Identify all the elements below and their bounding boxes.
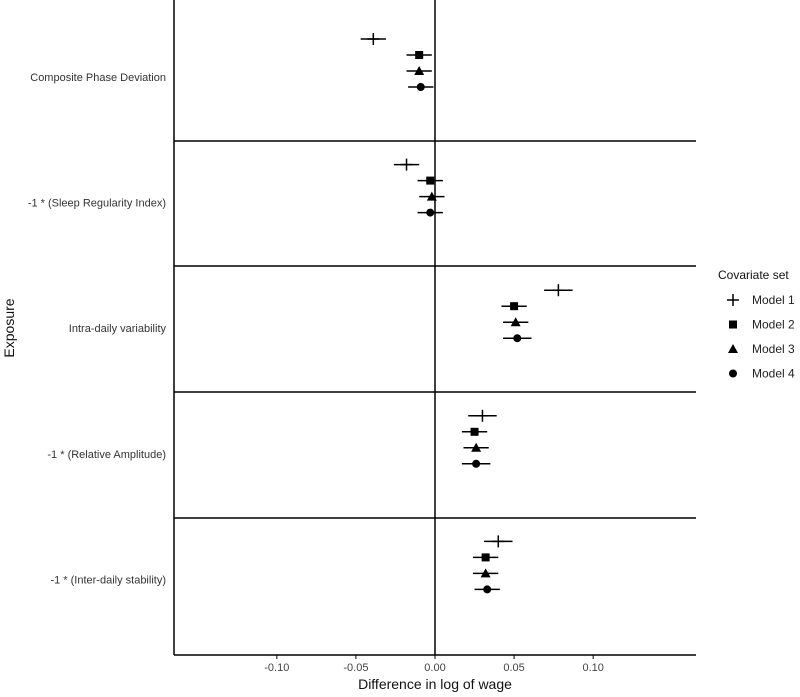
estimate-point — [474, 585, 500, 594]
series-model-1 — [360, 33, 573, 548]
point-marker — [415, 51, 424, 59]
point-marker — [472, 459, 481, 468]
estimate-point — [503, 334, 532, 343]
estimate-point — [360, 33, 386, 45]
estimate-point — [484, 535, 513, 548]
estimate-point — [503, 317, 529, 327]
point-marker — [367, 33, 380, 45]
point-marker — [513, 334, 522, 343]
y-category-label: Composite Phase Deviation — [30, 72, 166, 84]
estimate-point — [472, 568, 499, 578]
estimate-point — [461, 459, 491, 468]
x-tick-label: 0.00 — [424, 662, 445, 674]
point-marker — [476, 409, 489, 422]
point-marker — [471, 442, 482, 452]
y-category-label: -1 * (Relative Amplitude) — [47, 449, 166, 461]
y-category-label: -1 * (Inter-daily stability) — [50, 574, 166, 586]
y-category-label: -1 * (Sleep Regularity Index) — [28, 198, 166, 210]
x-tick-label: 0.05 — [503, 662, 524, 674]
point-marker — [481, 553, 490, 562]
estimate-point — [417, 208, 443, 217]
point-marker — [510, 302, 519, 311]
point-marker — [400, 158, 413, 171]
legend-item: Model 2 — [729, 318, 795, 332]
y-category-label: Intra-daily variability — [69, 323, 167, 335]
estimate-point — [408, 83, 434, 91]
legend-label: Model 3 — [752, 342, 795, 356]
series-model-4 — [408, 83, 532, 594]
legend-item: Model 4 — [729, 367, 795, 381]
point-marker — [483, 585, 492, 594]
x-tick-label: 0.10 — [582, 662, 603, 674]
estimate-point — [461, 427, 488, 436]
point-marker — [552, 284, 565, 297]
point-marker — [414, 66, 425, 75]
x-tick-label: -0.10 — [264, 662, 289, 674]
estimate-point — [472, 553, 499, 562]
estimate-point — [419, 191, 445, 201]
legend-item: Model 3 — [728, 342, 795, 356]
estimate-point — [544, 284, 573, 297]
series-model-3 — [406, 66, 529, 578]
estimate-point — [406, 51, 432, 59]
legend-key — [729, 320, 737, 329]
data-marks — [360, 33, 573, 594]
x-axis-ticks: -0.10 -0.05 0.00 0.05 0.10 — [264, 655, 604, 674]
x-axis-title: Difference in log of wage — [358, 676, 512, 692]
series-model-2 — [406, 51, 527, 562]
legend-key — [728, 344, 738, 353]
legend-title: Covariate set — [718, 268, 789, 282]
estimate-point — [468, 409, 497, 422]
estimate-point — [406, 66, 432, 75]
y-axis-categories: Composite Phase Deviation -1 * (Sleep Reg… — [28, 72, 167, 586]
point-marker — [426, 176, 435, 185]
plot-frame — [173, 0, 696, 656]
estimate-point — [393, 158, 420, 171]
legend-key — [727, 294, 739, 306]
estimate-point — [417, 176, 443, 185]
estimate-point — [501, 302, 527, 311]
point-marker — [510, 317, 521, 327]
legend-item: Model 1 — [727, 293, 795, 307]
legend-label: Model 1 — [752, 293, 795, 307]
point-marker — [426, 191, 437, 201]
point-marker — [416, 83, 425, 91]
estimate-point — [463, 442, 489, 452]
point-marker — [492, 535, 505, 548]
y-axis-title: Exposure — [1, 298, 17, 357]
point-marker — [426, 208, 435, 217]
legend-label: Model 2 — [752, 318, 795, 332]
point-marker — [470, 427, 479, 436]
legend-label: Model 4 — [752, 367, 795, 381]
point-marker — [480, 568, 491, 578]
x-tick-label: -0.05 — [343, 662, 368, 674]
legend: Covariate set Model 1 Model 2 Model 3 Model… — [718, 268, 795, 381]
legend-key — [729, 369, 737, 378]
